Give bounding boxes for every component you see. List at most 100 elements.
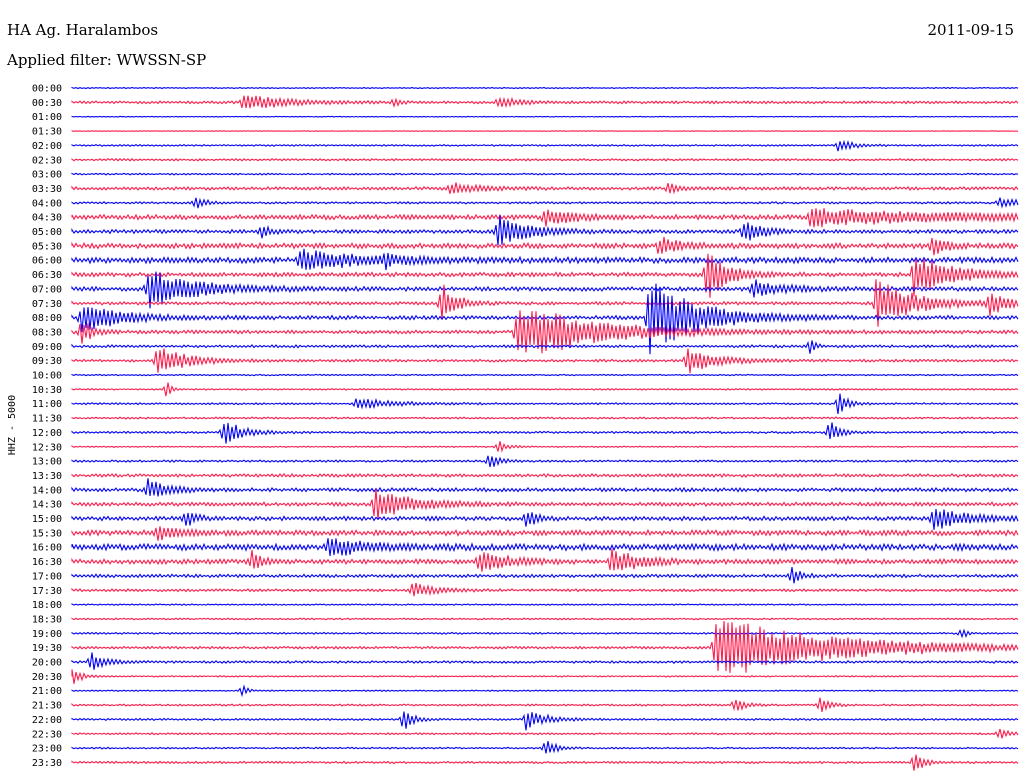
time-label: 09:00 bbox=[32, 342, 62, 353]
trace-row bbox=[71, 253, 1019, 298]
time-label: 15:30 bbox=[32, 528, 62, 539]
trace-row bbox=[71, 310, 1019, 354]
time-label: 05:00 bbox=[32, 227, 62, 238]
trace-row bbox=[71, 478, 1019, 497]
time-label: 06:00 bbox=[32, 256, 62, 267]
time-label: 12:30 bbox=[32, 442, 62, 453]
time-label: 20:30 bbox=[32, 672, 62, 683]
time-label: 10:30 bbox=[32, 385, 62, 396]
trace-row bbox=[71, 271, 1019, 309]
trace-row bbox=[71, 684, 1019, 698]
trace-row bbox=[71, 728, 1019, 739]
time-label: 06:30 bbox=[32, 270, 62, 281]
time-label: 23:30 bbox=[32, 758, 62, 769]
trace-row bbox=[71, 86, 1019, 90]
trace-row bbox=[71, 582, 1019, 597]
time-label: 20:00 bbox=[32, 658, 62, 669]
trace-row bbox=[71, 538, 1019, 557]
date-label: 2011-09-15 bbox=[927, 21, 1014, 39]
time-label: 07:30 bbox=[32, 299, 62, 310]
time-label: 05:30 bbox=[32, 241, 62, 252]
time-label: 07:00 bbox=[32, 284, 62, 295]
trace-row bbox=[71, 697, 1019, 712]
time-label: 19:30 bbox=[32, 643, 62, 654]
trace-row bbox=[71, 455, 1019, 468]
time-label: 03:00 bbox=[32, 170, 62, 181]
time-label: 00:00 bbox=[32, 84, 62, 95]
time-label: 02:00 bbox=[32, 141, 62, 152]
trace-row bbox=[71, 115, 1019, 118]
trace-row bbox=[71, 130, 1019, 132]
time-label: 01:30 bbox=[32, 127, 62, 138]
trace-row bbox=[71, 340, 1019, 354]
time-label: 08:00 bbox=[32, 313, 62, 324]
trace-row bbox=[71, 382, 1019, 397]
trace-row bbox=[71, 711, 1019, 731]
time-label: 23:00 bbox=[32, 744, 62, 755]
trace-row bbox=[71, 652, 1019, 670]
trace-row bbox=[71, 441, 1019, 453]
station-title: HA Ag. Haralambos bbox=[7, 21, 159, 39]
time-label: 14:00 bbox=[32, 485, 62, 496]
time-label: 11:30 bbox=[32, 414, 62, 425]
trace-row bbox=[71, 157, 1019, 162]
trace-row bbox=[71, 567, 1019, 584]
seismogram-traces bbox=[71, 86, 1019, 771]
trace-row bbox=[71, 488, 1019, 520]
filter-label: Applied filter: WWSSN-SP bbox=[7, 51, 207, 69]
trace-row bbox=[71, 526, 1019, 541]
time-label: 18:00 bbox=[32, 600, 62, 611]
time-labels: 00:00 00:30 01:00 01:30 02:00 02:30 03:00 03:30… bbox=[32, 84, 62, 769]
time-label: 21:00 bbox=[32, 686, 62, 697]
time-label: 16:30 bbox=[32, 557, 62, 568]
time-label: 10:00 bbox=[32, 371, 62, 382]
trace-row bbox=[71, 236, 1019, 256]
time-label: 11:00 bbox=[32, 399, 62, 410]
trace-row bbox=[71, 208, 1019, 228]
trace-row bbox=[71, 603, 1019, 606]
time-label: 01:00 bbox=[32, 112, 62, 123]
trace-row bbox=[71, 620, 1019, 673]
trace-row bbox=[71, 348, 1019, 374]
trace-row bbox=[71, 508, 1019, 530]
trace-row bbox=[71, 373, 1019, 377]
trace-row bbox=[71, 416, 1019, 420]
trace-row bbox=[71, 669, 1019, 684]
time-label: 22:00 bbox=[32, 715, 62, 726]
trace-row bbox=[71, 422, 1019, 444]
trace-row bbox=[71, 248, 1019, 271]
trace-row bbox=[71, 172, 1019, 176]
time-label: 14:30 bbox=[32, 500, 62, 511]
time-label: 21:30 bbox=[32, 701, 62, 712]
y-axis-label: HHZ - 5000 bbox=[7, 395, 18, 455]
time-label: 12:00 bbox=[32, 428, 62, 439]
time-label: 17:00 bbox=[32, 571, 62, 582]
trace-row bbox=[71, 617, 1019, 621]
time-label: 13:00 bbox=[32, 457, 62, 468]
trace-row bbox=[71, 393, 1019, 415]
trace-row bbox=[71, 139, 1019, 152]
trace-row bbox=[71, 741, 1019, 754]
time-label: 16:00 bbox=[32, 543, 62, 554]
time-label: 13:30 bbox=[32, 471, 62, 482]
time-label: 03:30 bbox=[32, 184, 62, 195]
time-label: 08:30 bbox=[32, 327, 62, 338]
trace-row bbox=[71, 628, 1019, 639]
time-label: 04:00 bbox=[32, 198, 62, 209]
trace-row bbox=[71, 182, 1019, 195]
trace-row bbox=[71, 197, 1019, 209]
time-label: 19:00 bbox=[32, 629, 62, 640]
trace-row bbox=[71, 472, 1019, 478]
time-label: 04:30 bbox=[32, 213, 62, 224]
time-label: 22:30 bbox=[32, 729, 62, 740]
time-label: 02:30 bbox=[32, 155, 62, 166]
time-label: 18:30 bbox=[32, 614, 62, 625]
trace-row bbox=[71, 95, 1019, 109]
trace-row bbox=[71, 279, 1019, 327]
time-label: 17:30 bbox=[32, 586, 62, 597]
time-label: 09:30 bbox=[32, 356, 62, 367]
trace-row bbox=[71, 548, 1019, 572]
trace-row bbox=[71, 214, 1019, 246]
time-label: 15:00 bbox=[32, 514, 62, 525]
